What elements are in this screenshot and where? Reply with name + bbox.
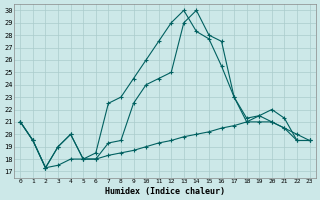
- X-axis label: Humidex (Indice chaleur): Humidex (Indice chaleur): [105, 187, 225, 196]
